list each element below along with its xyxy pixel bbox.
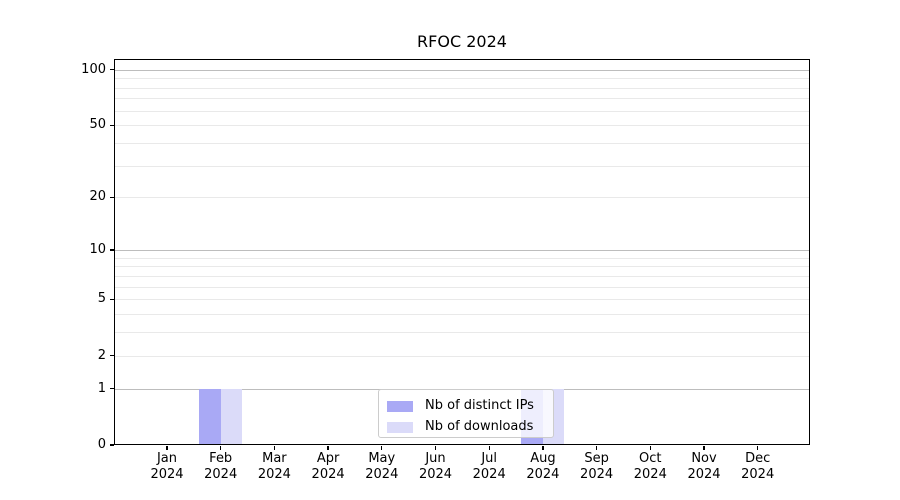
gridline-minor	[114, 314, 810, 316]
x-tick-month: Mar	[262, 451, 287, 466]
legend: Nb of distinct IPs Nb of downloads	[378, 389, 554, 438]
x-tick-year: 2024	[741, 467, 775, 482]
x-axis-tick-label: Feb 2024	[189, 451, 253, 483]
gridline-minor	[114, 125, 810, 127]
x-tick-year: 2024	[633, 467, 667, 482]
x-tick-month: Apr	[316, 451, 340, 466]
x-axis-tick-label: Mar 2024	[242, 451, 306, 483]
x-tick-year: 2024	[687, 467, 721, 482]
bars-layer	[114, 59, 810, 445]
gridline-decade	[114, 69, 810, 71]
legend-label-downloads: Nb of downloads	[425, 419, 534, 434]
plot-area: Nb of distinct IPs Nb of downloads	[114, 59, 810, 445]
x-tick-month: Sep	[584, 451, 609, 466]
gridline-minor	[114, 286, 810, 288]
legend-item-distinct-ips: Nb of distinct IPs	[387, 398, 553, 414]
gridline-minor	[114, 355, 810, 357]
x-axis-tick-label: Aug 2024	[511, 451, 575, 483]
x-tick-month: Jul	[481, 451, 498, 466]
x-axis-tick-label: Jun 2024	[404, 451, 468, 483]
y-axis-tick-label: 10	[89, 241, 106, 257]
gridline-minor	[114, 165, 810, 167]
y-axis-tick-label: 1	[97, 380, 106, 396]
gridline-minor	[114, 275, 810, 277]
gridline-minor	[114, 110, 810, 112]
y-axis-tick	[110, 387, 114, 390]
x-axis-tick-label: Jul 2024	[457, 451, 521, 483]
gridline-minor	[114, 257, 810, 259]
x-axis-tick-label: Dec 2024	[726, 451, 790, 483]
y-axis-tick-label: 20	[89, 189, 106, 205]
x-axis-tick	[757, 446, 759, 450]
x-tick-month: Aug	[530, 451, 556, 466]
legend-item-downloads: Nb of downloads	[387, 419, 553, 435]
legend-swatch-distinct-ips	[387, 400, 413, 412]
y-axis-tick	[110, 196, 114, 198]
x-axis-tick-label: Jan 2024	[135, 451, 199, 483]
x-tick-month: May	[368, 451, 396, 466]
x-axis-tick	[220, 446, 222, 450]
x-axis-tick	[327, 446, 329, 450]
x-axis-tick	[166, 446, 168, 450]
y-axis-tick-label: 50	[89, 117, 106, 133]
x-axis-tick-label: Apr 2024	[296, 451, 360, 483]
gridline-minor	[114, 299, 810, 301]
y-axis-tick	[110, 298, 114, 300]
y-axis-tick-label: 100	[81, 61, 106, 77]
x-tick-year: 2024	[472, 467, 506, 482]
x-axis-tick	[434, 446, 437, 450]
x-axis-tick	[542, 446, 544, 450]
y-axis-tick	[110, 124, 114, 126]
gridline-minor	[114, 98, 810, 100]
x-axis-tick-label: Nov 2024	[672, 451, 736, 483]
x-axis-tick	[381, 446, 383, 450]
x-tick-month: Oct	[639, 451, 662, 466]
gridline-minor	[114, 197, 810, 199]
x-axis-tick-label: May 2024	[350, 451, 414, 483]
y-axis-tick	[110, 444, 114, 446]
x-axis-tick	[703, 446, 705, 450]
bar-downloads	[220, 388, 243, 445]
x-tick-month: Jan	[156, 451, 178, 466]
y-axis-tick-label: 2	[97, 347, 106, 363]
gridline-minor	[114, 332, 810, 334]
x-tick-year: 2024	[311, 467, 345, 482]
bar-distinct-ips	[199, 388, 221, 445]
x-axis-tick-label: Oct 2024	[618, 451, 682, 483]
x-axis-tick-label: Sep 2024	[565, 451, 629, 483]
gridline-minor	[114, 266, 810, 268]
legend-swatch-downloads	[387, 421, 413, 433]
gridline-minor	[114, 78, 810, 80]
x-tick-year: 2024	[257, 467, 291, 482]
y-axis-tick	[110, 68, 114, 71]
y-axis-tick-label: 5	[97, 291, 106, 307]
x-tick-year: 2024	[204, 467, 238, 482]
legend-label-distinct-ips: Nb of distinct IPs	[425, 398, 534, 413]
x-tick-month: Feb	[209, 451, 233, 466]
x-axis-tick	[273, 446, 276, 450]
gridline-minor	[114, 142, 810, 144]
chart-title: RFOC 2024	[417, 32, 507, 51]
x-tick-year: 2024	[580, 467, 614, 482]
x-tick-year: 2024	[365, 467, 399, 482]
x-axis-tick	[595, 446, 598, 450]
x-tick-year: 2024	[526, 467, 560, 482]
gridline-decade	[114, 249, 810, 251]
x-tick-month: Jun	[425, 451, 446, 466]
y-axis-tick	[110, 249, 114, 251]
x-axis-tick	[488, 446, 490, 450]
gridline-minor	[114, 87, 810, 89]
x-tick-year: 2024	[418, 467, 453, 482]
x-axis-tick	[649, 446, 651, 450]
x-tick-year: 2024	[150, 467, 184, 482]
x-tick-month: Dec	[745, 451, 771, 466]
y-axis-tick-label: 0	[97, 437, 106, 452]
x-tick-month: Nov	[691, 451, 717, 466]
y-axis-tick	[110, 354, 114, 357]
